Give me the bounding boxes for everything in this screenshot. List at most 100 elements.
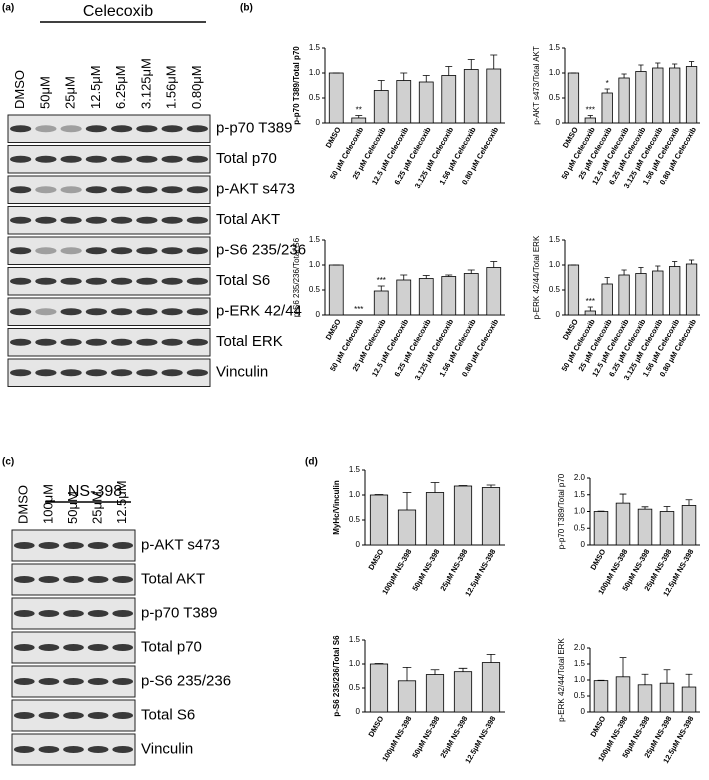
bar <box>637 508 653 546</box>
bar <box>652 67 664 124</box>
bar <box>659 682 675 713</box>
bar <box>369 663 389 713</box>
y-tick-label: 0.5 <box>574 691 586 700</box>
blot-band <box>38 542 60 549</box>
blot-band <box>60 125 82 133</box>
lane-label: 12.5μM <box>88 65 103 109</box>
bar <box>351 117 367 124</box>
blot-band <box>161 216 183 224</box>
blot-band <box>35 155 57 163</box>
error-bar <box>402 666 412 681</box>
blot-band <box>63 576 84 583</box>
blot-band <box>38 712 60 719</box>
blot-band <box>13 576 35 583</box>
x-tick-label: 25μM NS-398 <box>438 714 469 759</box>
y-tick-label: 0 <box>581 540 586 549</box>
blot-band <box>85 277 107 285</box>
blot-band <box>35 338 57 346</box>
bar <box>397 680 417 713</box>
blot-band <box>161 186 183 194</box>
blot-band <box>60 186 82 194</box>
blot-band <box>63 746 84 753</box>
error-bar <box>355 115 363 118</box>
x-tick-label: DMSO <box>324 125 343 149</box>
blot-band <box>10 369 32 377</box>
lane-label: 3.125μM <box>138 58 153 109</box>
blot-band <box>161 125 183 133</box>
y-tick-label: 0 <box>356 707 361 716</box>
blot-band <box>13 746 35 753</box>
y-tick-label: 0 <box>316 310 321 319</box>
bar <box>396 80 412 124</box>
error-bar <box>619 657 627 677</box>
y-tick-label: 0.5 <box>549 285 561 294</box>
significance-label: ** <box>356 106 362 115</box>
y-tick-label: 1.5 <box>309 43 321 52</box>
bar <box>328 264 344 316</box>
error-bar <box>587 115 593 118</box>
significance-label: *** <box>586 297 595 306</box>
blot-band <box>85 155 107 163</box>
error-bar <box>685 673 693 688</box>
bar <box>373 90 389 124</box>
y-axis-label: p-ERK 42/44/Total ERK <box>532 235 541 319</box>
x-tick-label: 12.5μM NS-398 <box>463 547 497 597</box>
blot-band <box>186 216 208 224</box>
blot-band <box>60 247 82 255</box>
y-tick-label: 1.0 <box>349 659 361 668</box>
blot-row-label: p-ERK 42/44 <box>216 303 302 320</box>
error-bar <box>377 80 385 91</box>
y-tick-label: 1.5 <box>574 490 586 499</box>
bar <box>681 505 697 546</box>
y-tick-label: 1.0 <box>574 507 586 516</box>
blot-band <box>13 644 35 651</box>
bar <box>615 676 631 713</box>
blot-row-label: Total ERK <box>216 333 283 350</box>
lane-label: 25μM <box>63 76 78 109</box>
blot-band <box>111 216 133 224</box>
blot-band <box>10 186 32 194</box>
error-bar <box>619 493 627 504</box>
y-tick-label: 1.5 <box>549 43 561 52</box>
bar <box>635 273 647 316</box>
error-bar <box>655 62 661 68</box>
y-tick-label: 1.0 <box>349 490 361 499</box>
y-tick-label: 0 <box>581 707 586 716</box>
bar <box>601 283 613 316</box>
blot-band <box>87 542 109 549</box>
blot-row-label: p-p70 T389 <box>216 120 292 137</box>
bar <box>453 671 473 713</box>
blot-band <box>85 125 107 133</box>
y-tick-label: 0.5 <box>549 93 561 102</box>
blot-row-label: Total S6 <box>216 272 270 289</box>
y-tick-label: 2.0 <box>574 473 586 482</box>
y-axis-label: p-S6 235/236/Total S6 <box>292 237 301 317</box>
y-tick-label: 1.5 <box>574 659 586 668</box>
blot-band <box>85 338 107 346</box>
bar <box>481 662 501 713</box>
blot-band <box>136 186 158 194</box>
error-bar <box>621 73 627 78</box>
bar <box>486 267 502 316</box>
bar <box>481 487 501 546</box>
blot-band <box>87 678 109 685</box>
error-bar <box>638 64 644 72</box>
lane-label: 0.80μM <box>189 65 204 109</box>
blot-band <box>161 308 183 316</box>
x-tick-label: 25μM NS-398 <box>438 547 469 592</box>
blot-band <box>136 277 158 285</box>
error-bar <box>672 261 678 267</box>
bar <box>396 279 412 316</box>
blot-band <box>60 277 82 285</box>
bar <box>615 502 631 546</box>
bar <box>685 66 698 124</box>
blot-band <box>161 247 183 255</box>
blot-row-label: Total AKT <box>216 211 280 228</box>
bar <box>453 485 473 546</box>
blot-band <box>112 610 134 617</box>
blot-band <box>136 369 158 377</box>
x-tick-label: DMSO <box>366 547 385 571</box>
error-bar <box>641 506 649 510</box>
y-tick-label: 1.0 <box>309 260 321 269</box>
blot-band <box>136 155 158 163</box>
